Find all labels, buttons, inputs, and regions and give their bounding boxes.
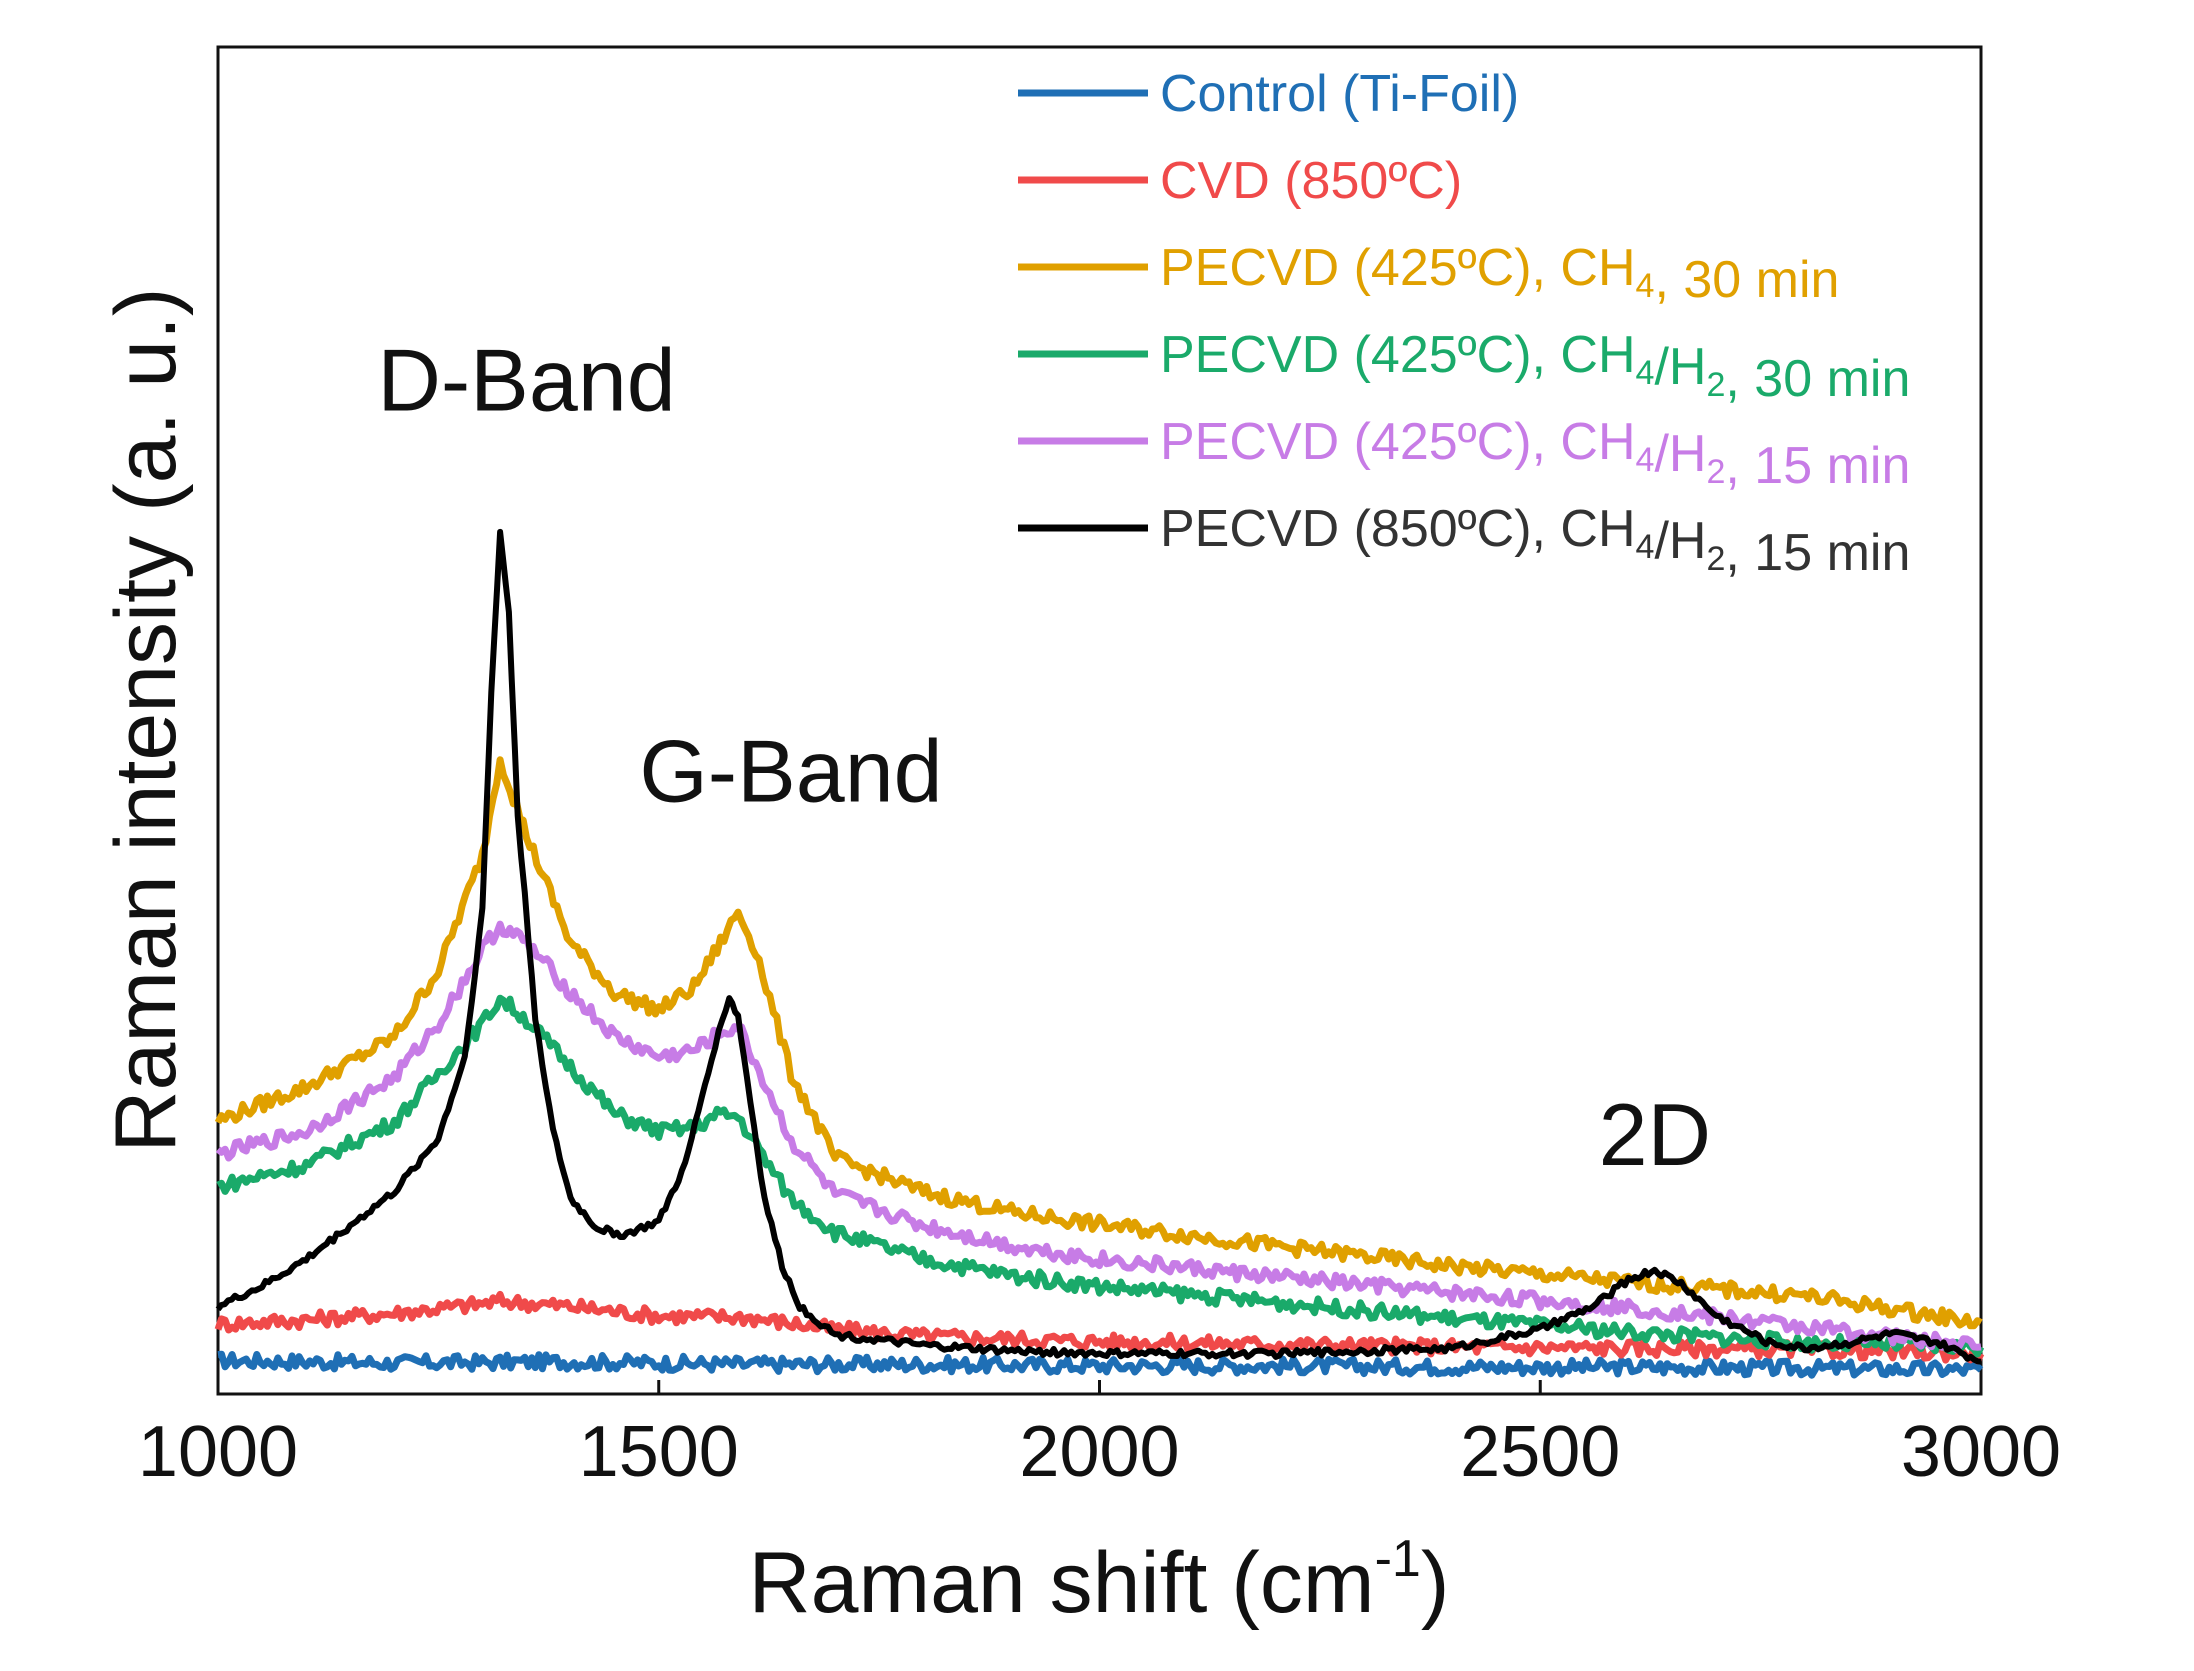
legend: Control (Ti-Foil) CVD (850ºC) PECVD (425ºC… bbox=[1018, 65, 1910, 582]
series-line-2 bbox=[214, 1290, 1985, 1365]
x-tick-label: 1000 bbox=[138, 1412, 298, 1492]
annotations: D-Band G-Band 2D bbox=[377, 331, 1711, 1184]
plot-frame bbox=[216, 45, 1983, 1396]
y-axis-title: Raman intensity (a. u.) bbox=[98, 287, 194, 1152]
legend-label-5: PECVD (425ºC), CH4/H2, 15 min bbox=[1160, 413, 1910, 495]
series-line-6 bbox=[215, 528, 1982, 1365]
x-tick-label: 2000 bbox=[1019, 1412, 1179, 1492]
annotation-label: D-Band bbox=[377, 331, 675, 430]
legend-label-2: CVD (850ºC) bbox=[1160, 152, 1462, 210]
x-axis-ticks: 1000 1500 2000 2500 3000 bbox=[138, 1380, 2061, 1492]
legend-label-3: PECVD (425ºC), CH4, 30 min bbox=[1160, 239, 1839, 309]
x-axis-title-tail: ) bbox=[1421, 1535, 1450, 1631]
series-line-1 bbox=[217, 1350, 1984, 1379]
series-line-5 bbox=[215, 920, 1982, 1354]
series-line-4 bbox=[216, 994, 1985, 1358]
x-axis-title-main: Raman shift (cm bbox=[749, 1535, 1375, 1631]
legend-label-1: Control (Ti-Foil) bbox=[1160, 65, 1519, 123]
x-axis-title: Raman shift (cm-1) bbox=[749, 1530, 1450, 1631]
annotation-label: G-Band bbox=[639, 721, 942, 820]
x-tick-label: 1500 bbox=[579, 1412, 739, 1492]
x-tick-label: 2500 bbox=[1460, 1412, 1620, 1492]
legend-label-4: PECVD (425ºC), CH4/H2, 30 min bbox=[1160, 326, 1910, 408]
series-layer bbox=[214, 528, 1985, 1379]
x-axis-title-sup: -1 bbox=[1375, 1530, 1421, 1588]
x-tick-label: 3000 bbox=[1901, 1412, 2061, 1492]
annotation-label: 2D bbox=[1599, 1085, 1712, 1184]
legend-label-6: PECVD (850ºC), CH4/H2, 15 min bbox=[1160, 500, 1910, 582]
